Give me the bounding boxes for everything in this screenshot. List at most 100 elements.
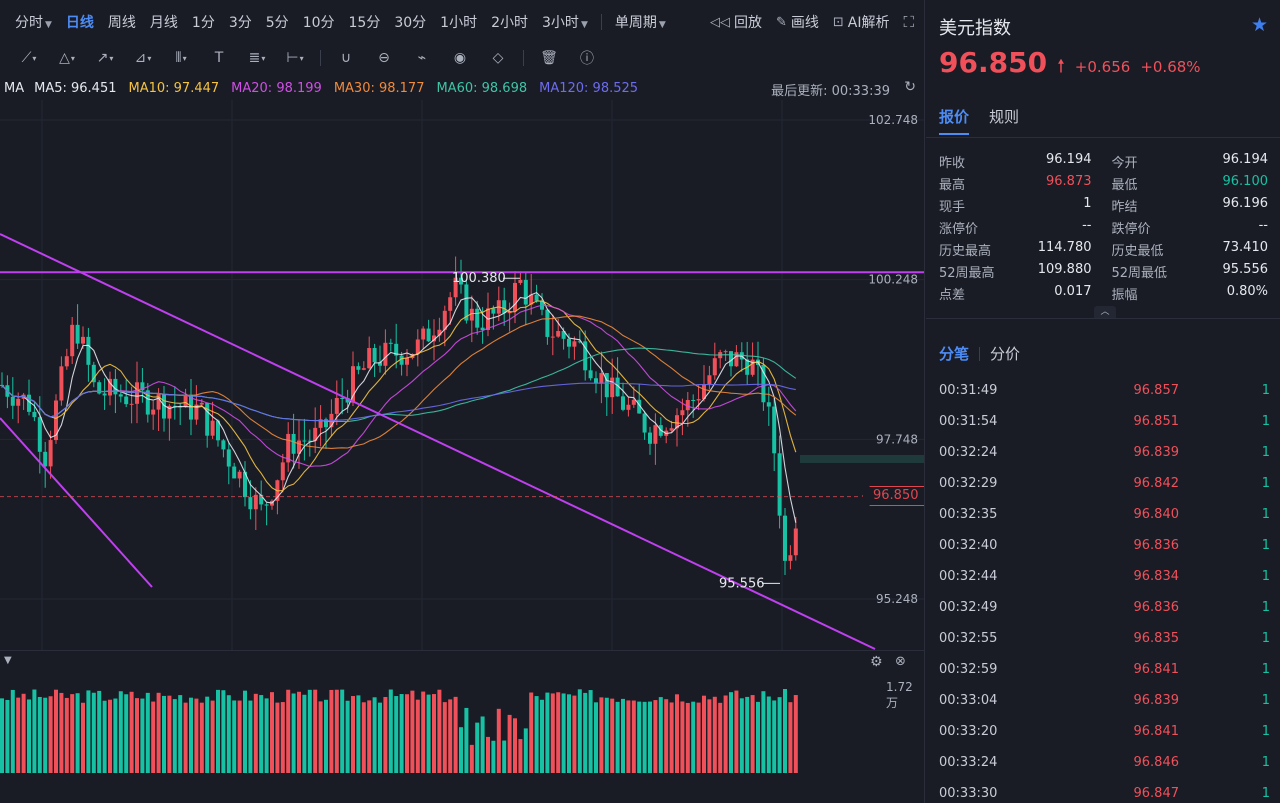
refresh-icon[interactable]: ↻ (904, 79, 916, 95)
period-tab[interactable]: 15分 (342, 12, 388, 32)
eraser-icon[interactable]: ◇ (492, 50, 504, 66)
quote-tabs: 报价 规则 (939, 106, 1019, 135)
volume-bar (761, 691, 766, 773)
quote-label: 最低 (1111, 177, 1138, 193)
star-icon[interactable]: ★ (1250, 14, 1268, 36)
volume-bar (113, 698, 118, 773)
tab-price-volume[interactable]: 分价 (990, 345, 1021, 363)
ai-analysis-button[interactable]: ⊡ AI解析 (833, 12, 890, 32)
volume-bar (351, 696, 355, 773)
period-tab[interactable]: 日线 (59, 12, 101, 32)
fib-tool-icon[interactable]: ≣ ▾ (248, 50, 266, 66)
period-tab[interactable]: 分时 ▼ (8, 12, 59, 32)
candle-body (766, 402, 771, 407)
tick-time: 00:32:44 (939, 569, 998, 584)
candle-body (604, 373, 609, 398)
tick-time: 00:31:54 (939, 414, 998, 429)
quote-panel: 美元指数 ★ 96.850 🠕 +0.656 +0.68% 报价 规则 昨收 96… (926, 0, 1280, 803)
candle-body (777, 453, 782, 516)
tab-quote[interactable]: 报价 (939, 106, 970, 135)
candle-body (372, 348, 377, 363)
period-tab[interactable]: 5分 (259, 12, 296, 32)
draw-button[interactable]: ✎ 画线 (776, 12, 819, 32)
bars-tool-icon[interactable]: ⦀ ▾ (175, 50, 187, 66)
line-tool-icon[interactable]: ⟋ ▾ (21, 50, 37, 66)
text-tool-icon[interactable]: T (214, 50, 224, 66)
period-label: 1小时 (440, 15, 478, 31)
period-tab[interactable]: 3分 (222, 12, 259, 32)
trend-icon[interactable]: ⌁ (417, 50, 427, 66)
gear-icon[interactable]: ⚙ (870, 654, 883, 670)
tick-list[interactable]: 00:31:49 96.857 1 00:31:54 96.851 1 00:32:24 96… (939, 375, 1270, 803)
volume-bar (91, 692, 96, 773)
candle-body (788, 555, 793, 561)
brush-icon: ✎ (775, 14, 787, 30)
info-icon[interactable]: ⓘ (580, 51, 594, 67)
volume-bar (631, 700, 636, 773)
candle-body (442, 310, 447, 330)
quote-row: 历史最高 114.780 历史最低 73.410 (939, 238, 1268, 260)
ma-legend: MA MA5: 96.451 MA10: 97.447 MA20: 98.199 MA… (0, 76, 924, 100)
cycle-select[interactable]: 单周期 ▼ (608, 12, 673, 32)
candle-body (534, 294, 539, 301)
period-label: 15分 (348, 15, 381, 31)
volume-bar (615, 701, 620, 773)
tick-price: 96.836 (1133, 600, 1180, 615)
period-tab[interactable]: 10分 (296, 12, 342, 32)
quote-value: 96.100 (1222, 173, 1269, 189)
volume-bar (772, 700, 777, 773)
diagonal-trendline[interactable] (0, 417, 153, 588)
volume-bar (145, 692, 150, 773)
diagonal-trendline[interactable] (0, 233, 876, 650)
candle-body (216, 420, 220, 441)
collapse-up-icon[interactable]: ︿ (1094, 306, 1116, 318)
period-tab[interactable]: 2小时 (484, 12, 535, 32)
magnet-icon[interactable]: ∪ (340, 50, 352, 66)
grid (0, 100, 924, 650)
candle-body (729, 351, 733, 367)
tick-price: 96.840 (1133, 507, 1180, 522)
tick-row: 00:33:20 96.841 1 (939, 716, 1270, 747)
candle-body (253, 494, 258, 510)
arrow-tool-icon[interactable]: ↗ ▾ (96, 50, 114, 66)
ai-icon: ⊡ (832, 14, 844, 30)
volume-bar (734, 690, 739, 773)
price-axis-label: 100.248 (868, 273, 918, 287)
measure-tool-icon[interactable]: ⊢ ▾ (286, 50, 304, 66)
candle-body (16, 398, 21, 406)
period-tab[interactable]: 1分 (185, 12, 222, 32)
period-tab[interactable]: 1小时 (433, 12, 484, 32)
period-tab[interactable]: 3小时 ▼ (535, 12, 595, 32)
tick-row: 00:32:44 96.834 1 (939, 561, 1270, 592)
triangle-tool-icon[interactable]: △ ▾ (59, 50, 75, 66)
tab-ticks[interactable]: 分笔 (939, 345, 970, 363)
candle-body (588, 370, 593, 379)
tick-row: 00:32:29 96.842 1 (939, 468, 1270, 499)
collapse-icon[interactable]: ▼ (4, 655, 12, 666)
fullscreen-button[interactable]: ⛶ (903, 13, 914, 31)
eye-icon[interactable]: ◉ (453, 50, 467, 66)
candle-body (75, 324, 80, 344)
volume-bar (264, 698, 269, 773)
price-chart[interactable]: 102.748 100.248 97.748 95.248 100.380 95.556 (0, 100, 925, 650)
ruler-icon[interactable]: ⊖ (378, 50, 390, 66)
period-tab[interactable]: 周线 (101, 12, 143, 32)
volume-bar (329, 689, 334, 773)
tick-price: 96.847 (1133, 786, 1180, 801)
tab-rules[interactable]: 规则 (989, 108, 1020, 126)
candle-body (205, 402, 210, 436)
candle-body (178, 406, 183, 408)
trash-icon[interactable]: 🗑 (540, 50, 558, 66)
candle-body (453, 277, 458, 298)
period-tab[interactable]: 月线 (143, 12, 185, 32)
volume-bar (707, 699, 712, 773)
candle-body (550, 336, 555, 338)
replay-button[interactable]: ◁◁ 回放 (710, 12, 762, 32)
pen-tool-icon[interactable]: ⊿ ▾ (134, 50, 152, 66)
close-icon[interactable]: ⊗ (895, 654, 906, 669)
volume-bar (664, 699, 669, 773)
candle-body (356, 366, 361, 370)
volume-bar (464, 707, 469, 773)
period-tab[interactable]: 30分 (387, 12, 433, 32)
volume-chart[interactable] (0, 680, 880, 803)
